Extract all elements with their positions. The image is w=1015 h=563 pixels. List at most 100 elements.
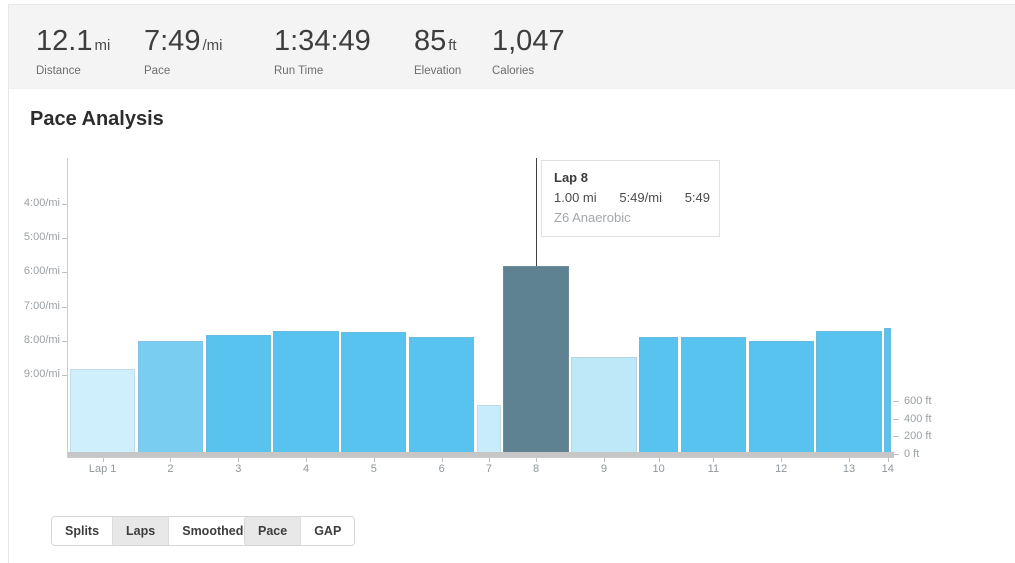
lap-bar[interactable] (639, 336, 679, 457)
x-axis-tick (713, 458, 715, 462)
y-axis-tick-label: 4:00/mi (23, 197, 60, 209)
y-axis-tick (62, 340, 67, 342)
stat-value: 12.1 (36, 25, 93, 57)
elevation-axis-tick-label: 0 ft (904, 448, 920, 460)
elevation-axis-tick-label: 400 ft (904, 412, 932, 425)
lap-bar[interactable] (816, 330, 882, 457)
x-axis-tick (658, 458, 660, 462)
x-axis-tick (887, 458, 889, 462)
stat-unit: ft (448, 37, 457, 54)
x-axis-tick (536, 458, 538, 462)
x-axis-tick (781, 458, 783, 462)
lap-bar[interactable] (409, 336, 475, 457)
x-axis-tick-label: 2 (167, 463, 174, 475)
elevation-profile-area (68, 452, 894, 457)
stat-value: 7:49 (144, 25, 201, 57)
y-axis-tick (62, 238, 67, 240)
x-axis-tick-label: 3 (235, 463, 242, 475)
hover-cursor-line (536, 158, 537, 266)
x-axis-tick (373, 458, 375, 462)
y-axis-tick (62, 204, 67, 205)
lap-bar[interactable] (205, 334, 271, 457)
tooltip-zone: Z6 Anaerobic (554, 210, 631, 225)
laps-button[interactable]: Laps (112, 517, 169, 545)
y-axis-tick (62, 272, 67, 274)
stat-label: Pace (144, 65, 171, 77)
y-axis-tick (62, 375, 67, 376)
stat-pace: 7:49/mi Pace (144, 25, 222, 77)
y-axis-tick-label: 6:00/mi (23, 265, 60, 278)
stat-value: 85 (414, 25, 447, 57)
x-axis-tick-label: 10 (652, 463, 665, 475)
x-axis-tick (238, 458, 240, 462)
x-axis-tick-label: 8 (533, 463, 540, 475)
x-axis-tick-label: 4 (302, 463, 310, 475)
page-card-border (8, 4, 1015, 563)
lap-bar[interactable] (748, 340, 814, 457)
lap-bar[interactable] (476, 405, 501, 457)
smoothed-button[interactable]: Smoothed (168, 517, 257, 545)
stat-value: 1:34:49 (274, 25, 371, 57)
stat-distance: 12.1 mi Distance (36, 25, 110, 77)
y-axis-tick-label: 8:00/mi (23, 333, 60, 346)
button-group-pace-metric: Pace GAP (244, 516, 356, 546)
elevation-axis-tick (893, 454, 899, 455)
stat-calories: 1,047 Calories (492, 25, 565, 77)
stat-label: Calories (492, 65, 535, 77)
stat-run-time: 1:34:49 Run Time (274, 25, 371, 77)
x-axis-tick (306, 458, 308, 462)
x-axis-tick-label: 7 (485, 463, 492, 475)
x-axis-tick-label: 13 (842, 463, 856, 475)
stat-value: 1,047 (492, 25, 565, 57)
lap-bar[interactable] (70, 368, 136, 457)
x-axis-tick (848, 458, 850, 462)
page-title: Pace Analysis (30, 108, 164, 130)
lap-bar[interactable] (503, 266, 569, 457)
splits-button[interactable]: Splits (52, 517, 113, 545)
lap-bar[interactable] (273, 330, 339, 457)
stat-elevation: 85 ft Elevation (414, 25, 461, 77)
tooltip-time: 5:49 (684, 190, 710, 205)
tooltip-distance: 1.00 mi (554, 190, 597, 205)
y-axis-tick-label: 5:00/mi (23, 231, 60, 244)
x-axis-tick-label: Lap 1 (88, 463, 117, 475)
x-axis-tick-label: 5 (370, 463, 377, 475)
elevation-axis-tick-label: 600 ft (904, 394, 932, 407)
y-axis-tick-label: 9:00/mi (23, 368, 60, 380)
lap-bar[interactable] (884, 327, 892, 457)
x-axis-tick (441, 458, 443, 462)
pace-button[interactable]: Pace (245, 517, 301, 545)
lap-bar[interactable] (341, 331, 407, 457)
y-axis-line (67, 158, 68, 457)
x-axis-tick (170, 458, 172, 462)
x-axis-tick-label: 14 (881, 463, 894, 475)
tooltip-pace: 5:49/mi (619, 190, 662, 205)
stats-bar: 12.1 mi Distance 7:49/mi Pace 1:34:49 Run Time… (9, 5, 1015, 89)
x-axis-tick-label: 11 (707, 463, 720, 475)
y-axis-tick (62, 306, 67, 308)
stat-unit: mi (94, 37, 111, 54)
y-axis-tick-label: 7:00/mi (23, 299, 60, 312)
button-group-split-mode: Splits Laps Smoothed (51, 516, 258, 546)
stat-label: Run Time (274, 65, 324, 77)
x-axis-line (67, 457, 894, 458)
stat-label: Distance (36, 65, 81, 77)
stat-unit: /mi (202, 37, 223, 54)
lap-bar[interactable] (137, 341, 204, 457)
lap-tooltip: Lap 8 1.00 mi 5:49/mi 5:49 Z6 Anaerobic (541, 160, 720, 237)
lap-bar[interactable] (571, 356, 637, 457)
lap-bar[interactable] (680, 336, 747, 457)
x-axis-tick (603, 458, 605, 462)
elevation-axis-tick-label: 200 ft (904, 430, 932, 443)
x-axis-tick-label: 12 (775, 463, 788, 475)
x-axis-tick (488, 458, 490, 462)
x-axis-tick-label: 6 (438, 463, 445, 475)
elevation-axis-tick (893, 436, 899, 438)
x-axis-tick-label: 9 (600, 463, 607, 475)
gap-button[interactable]: GAP (300, 517, 355, 545)
tooltip-lap-title: Lap 8 (554, 170, 588, 185)
stat-label: Elevation (414, 65, 462, 77)
elevation-axis-tick (893, 418, 899, 420)
